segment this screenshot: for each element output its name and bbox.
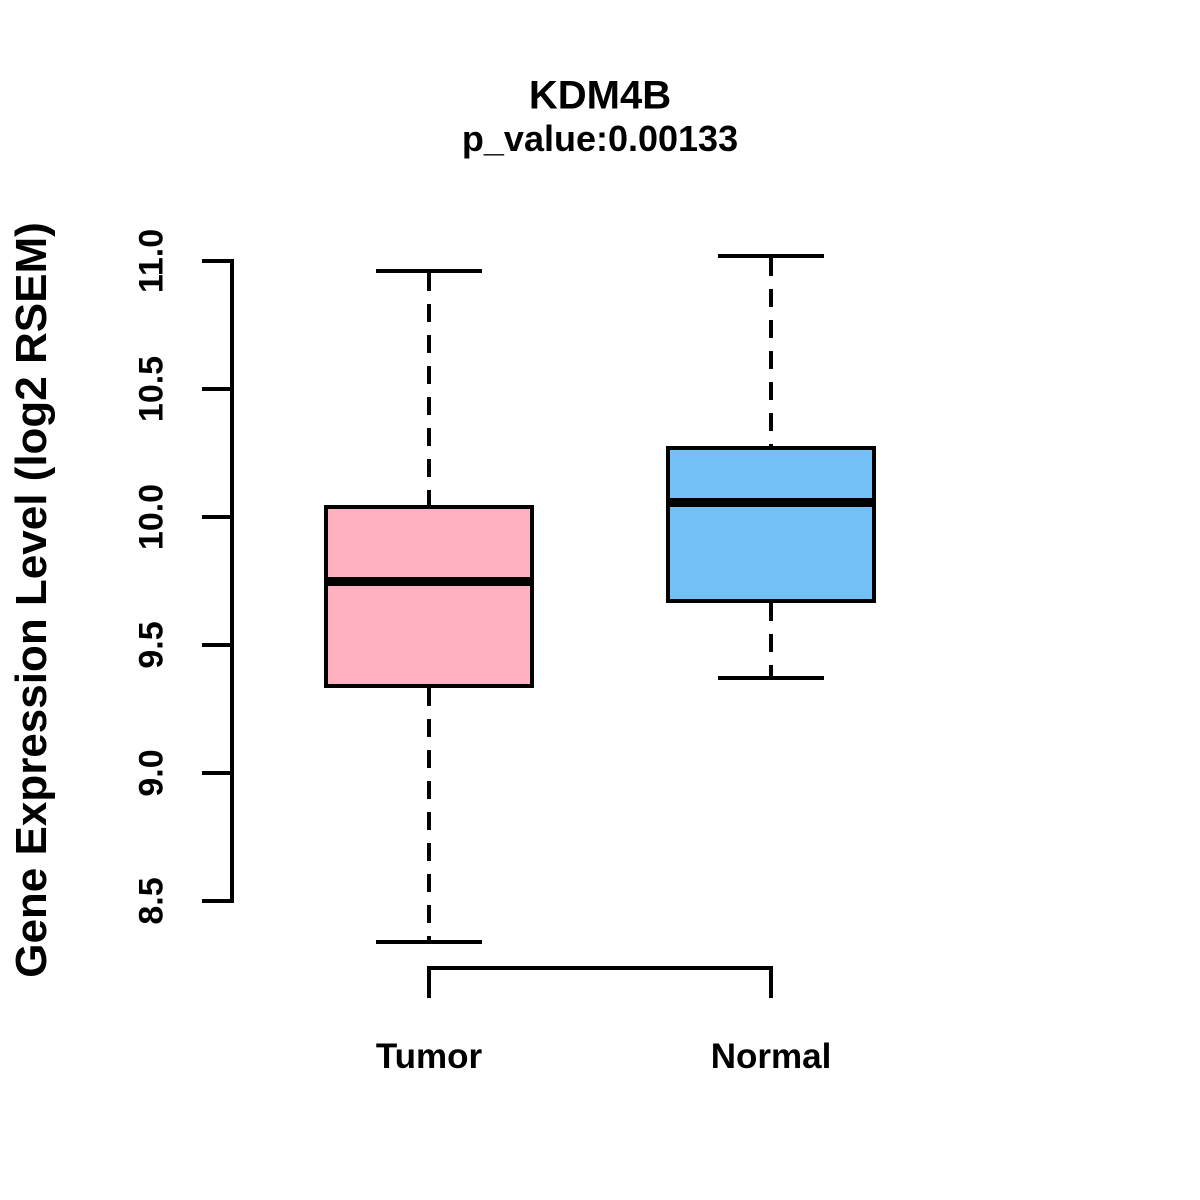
lower-whisker-normal xyxy=(769,603,773,677)
y-axis-tick xyxy=(202,771,230,775)
x-axis-line xyxy=(427,966,773,970)
x-label-normal: Normal xyxy=(710,1037,832,1076)
y-axis-tick-label: 8.5 xyxy=(132,877,171,925)
box-normal xyxy=(666,445,876,604)
lower-whisker-cap-normal xyxy=(718,676,824,681)
y-axis-tick-label: 9.0 xyxy=(132,749,171,797)
y-axis-tick-label: 11.0 xyxy=(132,228,171,294)
median-tumor xyxy=(328,577,530,586)
y-axis-tick xyxy=(202,643,230,647)
x-axis-tick-normal xyxy=(769,966,773,998)
chart-title: KDM4B xyxy=(528,73,672,118)
y-axis-line xyxy=(230,259,234,903)
upper-whisker-tumor xyxy=(427,273,431,505)
lower-whisker-tumor xyxy=(427,687,431,940)
median-normal xyxy=(670,497,872,507)
upper-whisker-cap-tumor xyxy=(376,269,482,274)
chart-subtitle-pvalue: p_value:0.00133 xyxy=(461,118,739,159)
x-axis-tick-tumor xyxy=(427,966,431,998)
box-tumor xyxy=(324,504,534,688)
y-axis-tick-label: 10.5 xyxy=(132,355,171,423)
y-axis-tick xyxy=(202,899,230,903)
lower-whisker-cap-tumor xyxy=(376,939,482,944)
y-axis-tick xyxy=(202,387,230,391)
y-axis-tick xyxy=(202,515,230,519)
upper-whisker-normal xyxy=(769,257,773,446)
y-axis-tick xyxy=(202,259,230,263)
y-axis-tick-label: 9.5 xyxy=(132,621,171,669)
y-axis-tick-label: 10.0 xyxy=(132,483,171,551)
x-label-tumor: Tumor xyxy=(375,1037,483,1076)
upper-whisker-cap-normal xyxy=(718,253,824,258)
